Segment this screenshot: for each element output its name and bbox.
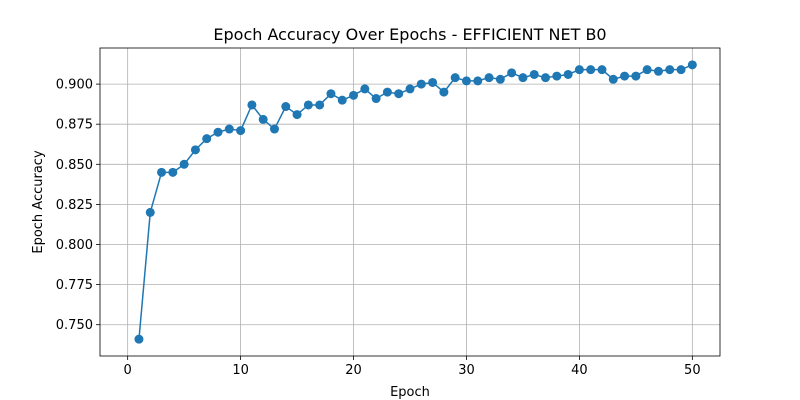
data-point [315, 100, 325, 110]
x-tick-label: 30 [458, 363, 475, 378]
data-point [168, 167, 178, 177]
y-tick-label: 0.825 [56, 198, 93, 213]
x-axis-label: Epoch [390, 385, 430, 400]
x-tick-label: 10 [232, 363, 249, 378]
data-point [495, 74, 505, 84]
data-point [349, 90, 359, 100]
y-tick-label: 0.750 [56, 318, 93, 333]
data-point [563, 69, 573, 79]
data-point [586, 65, 596, 75]
data-point [258, 114, 268, 124]
data-point [439, 87, 449, 97]
data-point [292, 110, 302, 120]
data-point [676, 65, 686, 75]
data-point [552, 71, 562, 81]
grid [100, 48, 720, 356]
plot-frame [99, 47, 721, 357]
data-point [157, 167, 167, 177]
data-point [597, 65, 607, 75]
x-tick-label: 50 [684, 363, 701, 378]
series-epoch-accuracy [134, 60, 697, 344]
data-point [247, 100, 257, 110]
y-axis-label: Epoch Accuracy [31, 150, 46, 254]
data-point [574, 65, 584, 75]
y-tick-label: 0.875 [56, 118, 93, 133]
data-point [687, 60, 697, 70]
data-point [303, 100, 313, 110]
data-point [179, 159, 189, 169]
data-point [371, 94, 381, 104]
data-point [507, 68, 517, 78]
data-point [213, 127, 223, 137]
x-tick-label: 0 [124, 363, 132, 378]
data-point [461, 76, 471, 86]
data-point [269, 124, 279, 134]
y-tick-label: 0.900 [56, 78, 93, 93]
data-point [326, 89, 336, 99]
data-point [202, 134, 212, 144]
y-tick-label: 0.800 [56, 238, 93, 253]
data-point [190, 145, 200, 155]
x-tick-label: 40 [571, 363, 588, 378]
data-point [642, 65, 652, 75]
data-point [394, 89, 404, 99]
data-point [529, 69, 539, 79]
data-point [665, 65, 675, 75]
data-point [224, 124, 234, 134]
chart-title: Epoch Accuracy Over Epochs - EFFICIENT N… [213, 25, 606, 44]
data-point [620, 71, 630, 81]
data-point [236, 126, 246, 136]
data-point [281, 102, 291, 112]
data-point [416, 79, 426, 89]
data-point [608, 74, 618, 84]
data-point [450, 73, 460, 83]
data-point [484, 73, 494, 83]
data-point [360, 84, 370, 94]
data-point [653, 66, 663, 76]
data-point [145, 207, 155, 217]
series-line [138, 64, 693, 340]
data-point [473, 76, 483, 86]
data-point [405, 84, 415, 94]
data-point [631, 71, 641, 81]
data-point [337, 95, 347, 105]
data-point [541, 73, 551, 83]
axis-ticks: 0 10 20 30 40 50 0.750 0.775 0.800 0.825 0.850 0.87… [56, 78, 701, 378]
y-tick-label: 0.850 [56, 158, 93, 173]
y-tick-label: 0.775 [56, 278, 93, 293]
x-tick-label: 20 [345, 363, 362, 378]
data-point [134, 334, 144, 344]
data-point [518, 73, 528, 83]
data-point [382, 87, 392, 97]
data-point [428, 77, 438, 87]
